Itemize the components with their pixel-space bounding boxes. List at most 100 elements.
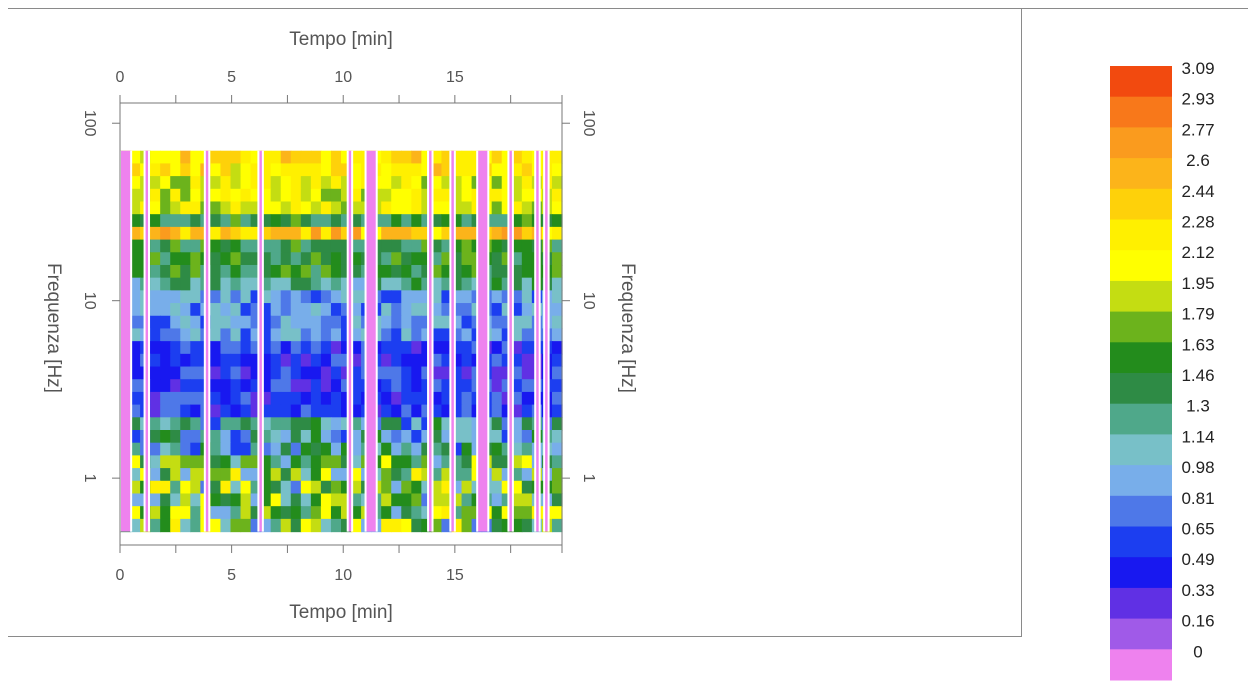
heatmap-cell [300, 480, 312, 495]
heatmap-cell [320, 430, 332, 444]
heatmap-cell [210, 252, 222, 266]
heatmap-cell [310, 379, 322, 393]
heatmap-cell [260, 176, 272, 190]
heatmap-cell [300, 417, 312, 431]
heatmap-cell [441, 303, 453, 317]
heatmap-cell [290, 430, 302, 444]
heatmap-cell [250, 277, 262, 291]
heatmap-cell [160, 366, 171, 380]
heatmap-cell [130, 264, 141, 279]
heatmap-cell [260, 315, 272, 330]
y-tick-label-left: 10 [81, 292, 98, 310]
heatmap-cell [230, 379, 242, 393]
heatmap-cell [431, 226, 443, 241]
heatmap-cell [210, 201, 222, 215]
heatmap-cell [381, 480, 392, 495]
heatmap-cell [190, 366, 201, 380]
heatmap-cell [451, 264, 463, 279]
heatmap-cell [160, 315, 171, 330]
heatmap-cell [551, 188, 563, 203]
heatmap-cell [170, 201, 181, 215]
heatmap-cell [190, 201, 201, 215]
colorbar-swatch [1110, 618, 1172, 650]
heatmap-cell [290, 315, 302, 330]
heatmap-cell [320, 493, 332, 507]
heatmap-cell [320, 176, 332, 190]
heatmap-cell [461, 493, 473, 507]
heatmap-cell [150, 341, 161, 355]
heatmap-cell [501, 468, 513, 482]
heatmap-cell [551, 442, 563, 456]
heatmap-cell [230, 163, 242, 177]
heatmap-cell [551, 480, 563, 495]
heatmap-cell [150, 417, 161, 431]
heatmap-cell [551, 303, 563, 317]
heatmap-cell [521, 150, 533, 165]
heatmap-cell [551, 404, 563, 418]
heatmap-cell [190, 290, 201, 304]
heatmap-cell [391, 290, 402, 304]
heatmap-cell [521, 201, 533, 215]
heatmap-cell [300, 252, 312, 266]
heatmap-cell [300, 264, 312, 279]
heatmap-cell [320, 506, 332, 520]
heatmap-cell [441, 264, 453, 279]
heatmap-cell [250, 315, 262, 330]
heatmap-cell [521, 366, 533, 380]
x-axis-title-top: Tempo [min] [289, 29, 392, 50]
heatmap-cell [330, 417, 342, 431]
heatmap-cell [411, 163, 422, 177]
heatmap-cell [381, 353, 392, 368]
heatmap-cell [170, 455, 181, 469]
heatmap-cell [130, 226, 141, 241]
heatmap-cell [160, 353, 171, 368]
heatmap-cell [501, 417, 513, 431]
heatmap-cell [240, 506, 252, 520]
heatmap-cell [130, 493, 141, 507]
heatmap-cell [130, 341, 141, 355]
tick-marks [112, 95, 570, 553]
heatmap-cell [160, 391, 171, 406]
heatmap-cell [230, 264, 242, 279]
heatmap-cell [441, 226, 453, 241]
tick-labels: 0 0 5 5 10 10 15 15 1 1 10 10 100 100 [81, 69, 597, 584]
heatmap-cell [150, 518, 161, 533]
heatmap-cell [421, 214, 433, 228]
heatmap-cell [461, 341, 473, 355]
heatmap-cell [170, 430, 181, 444]
heatmap-cell [300, 239, 312, 253]
heatmap-cell [170, 214, 181, 228]
heatmap-cell [160, 252, 171, 266]
heatmap-cell [250, 391, 262, 406]
heatmap-cell [130, 201, 141, 215]
heatmap-cell [250, 493, 262, 507]
x-tick-label-top: 10 [334, 69, 352, 86]
heatmap-cell [280, 188, 292, 203]
heatmap-cell [441, 493, 453, 507]
heatmap-cell [170, 417, 181, 431]
heatmap-cell [170, 290, 181, 304]
heatmap-cell [180, 353, 191, 368]
heatmap-cell [521, 417, 533, 431]
heatmap-cell [341, 214, 352, 228]
heatmap-cell [341, 315, 352, 330]
heatmap-cell [160, 518, 171, 533]
heatmap-cell [521, 455, 533, 469]
colorbar-label: 2.6 [1186, 151, 1210, 170]
heatmap-cell [491, 430, 503, 444]
heatmap-cell [240, 303, 252, 317]
heatmap-cell [431, 214, 443, 228]
heatmap-cell [501, 442, 513, 456]
colorbar-label: 2.28 [1181, 213, 1214, 232]
heatmap-cell [401, 506, 412, 520]
heatmap-cell [491, 163, 503, 177]
heatmap-cell [551, 176, 563, 190]
heatmap-cell [391, 315, 402, 330]
heatmap-cell [230, 277, 242, 291]
heatmap-cell [451, 442, 463, 456]
heatmap-cell [431, 341, 443, 355]
heatmap-cell [431, 188, 443, 203]
heatmap-cell [511, 226, 523, 241]
heatmap-cell [441, 442, 453, 456]
heatmap-cell [160, 468, 171, 482]
